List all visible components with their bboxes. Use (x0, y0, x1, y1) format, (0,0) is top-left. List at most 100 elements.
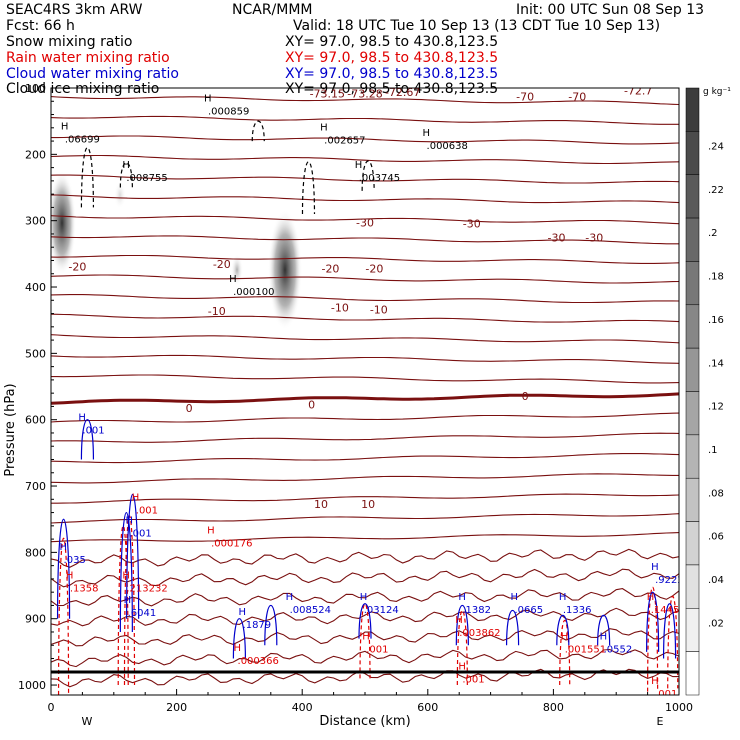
temperature-label: -30 (356, 217, 374, 230)
y-tick-label: 1000 (18, 679, 46, 692)
rain-contour (667, 595, 679, 689)
colorbar-label: .18 (708, 272, 724, 283)
temperature-label: -72.7 (624, 85, 652, 98)
rain-contour (57, 538, 70, 695)
temperature-contour (51, 628, 679, 647)
maximum-label: .000638 (427, 141, 468, 152)
colorbar-label: .02 (708, 618, 724, 629)
x-tick-label: 200 (166, 701, 187, 714)
maximum-marker: H (360, 592, 368, 603)
temperature-label: -10 (331, 302, 349, 315)
maximum-label: .000176 (211, 538, 252, 549)
temperature-label: -30 (463, 217, 481, 230)
temperature-contour (51, 568, 679, 588)
field-snow-xy: XY= 97.0, 98.5 to 430.8,123.5 (285, 34, 498, 50)
freezing-level-contour (51, 392, 679, 405)
maximum-marker: H (234, 643, 242, 654)
cloud-water-contour (126, 494, 140, 619)
colorbar-label: .08 (708, 488, 724, 499)
endpoint-east: E (657, 715, 664, 728)
temperature-contour (51, 274, 679, 284)
y-tick-label: 900 (25, 613, 46, 626)
maximum-marker: H (458, 661, 466, 672)
mixing-ratio-contours (56, 120, 679, 695)
temperature-label: 0 (522, 390, 529, 403)
temperature-label: -20 (213, 258, 231, 271)
temperature-label: -73.15 (310, 87, 345, 100)
cloud-water-contour (264, 605, 278, 646)
temperature-contour (51, 532, 679, 543)
colorbar-label: .16 (708, 315, 724, 326)
temperature-contour (51, 548, 679, 568)
maximum-marker: H (651, 676, 659, 687)
maximum-label: .003745 (359, 173, 400, 184)
colorbar-swatch (685, 131, 700, 175)
temperature-label: -20 (321, 262, 339, 275)
cloud-water-contour (646, 591, 660, 652)
x-tick-label: 600 (417, 701, 438, 714)
maximum-marker: H (286, 592, 294, 603)
maxima-labels: H .000859 H .06699 H .002657 H .000638 H .008755 H… (60, 94, 679, 695)
cloud-water-contour (358, 603, 372, 639)
temperature-contour (51, 313, 679, 323)
rain-contour (559, 619, 571, 686)
maximum-marker: H (229, 274, 237, 285)
temperature-labels: -73.15 -73.28 -72.67 -70 -70 -72.7 -30 -30 -30 -3… (68, 85, 652, 511)
model-title: SEAC4RS 3km ARW (6, 2, 143, 18)
colorbar-label: .12 (708, 402, 724, 413)
temperature-contour (51, 334, 679, 344)
maximum-marker: H (207, 525, 215, 536)
field-cloudice-xy: XY= 97.0, 98.5 to 430.8,123.5 (285, 81, 498, 97)
temperature-contour (51, 235, 679, 245)
maximum-marker: H (510, 592, 518, 603)
temperature-label: 0 (308, 398, 315, 411)
temperature-contour (51, 648, 679, 668)
temperature-contour (51, 96, 679, 106)
rain-contour (359, 603, 371, 679)
maximum-marker: H (239, 607, 247, 618)
colorbar-swatch (685, 347, 700, 392)
y-tick-label: 500 (25, 347, 46, 360)
maximum-marker: H (458, 592, 466, 603)
init-time: Init: 00 UTC Sun 08 Sep 13 (516, 2, 704, 18)
maximum-marker: H (355, 160, 363, 171)
valid-time: Valid: 18 UTC Tue 10 Sep 13 (13 CDT Tue … (293, 18, 660, 34)
field-cloudwater-name: Cloud water mixing ratio (6, 66, 179, 82)
maximum-label: .003862 (459, 628, 500, 639)
maximum-marker: H (651, 562, 659, 573)
endpoint-west: W (82, 715, 93, 728)
colorbar-swatch (685, 434, 700, 479)
cloud-water-contour (662, 603, 677, 659)
cloud-ice-contour (361, 160, 375, 191)
cloud-ice-contour (301, 161, 316, 215)
temperature-contour (51, 374, 679, 384)
colorbar-swatch (685, 304, 700, 349)
colorbar-label: .22 (708, 185, 724, 196)
temperature-contour (51, 354, 679, 364)
field-snow-name: Snow mixing ratio (6, 34, 132, 50)
temperature-label: -30 (585, 231, 603, 244)
cloud-water-contour (556, 614, 570, 646)
y-tick-label: 300 (25, 215, 46, 228)
maximum-marker: H (60, 542, 68, 553)
colorbar-label: .04 (708, 575, 724, 586)
y-tick-label: 800 (25, 546, 46, 559)
x-tick-label: 0 (48, 701, 55, 714)
maximum-marker: H (423, 128, 431, 139)
maximum-label: .1358 (70, 584, 99, 595)
maximum-label: .035 (64, 555, 86, 566)
maximum-label: .001 (136, 505, 158, 516)
field-rain-name: Rain water mixing ratio (6, 50, 170, 66)
cloud-ice-contour (119, 162, 133, 188)
maximum-marker: H (61, 121, 69, 132)
x-tick-label: 800 (543, 701, 564, 714)
colorbar-swatch (685, 564, 700, 609)
colorbar-swatch (685, 391, 700, 436)
maximum-label: .008524 (290, 605, 331, 616)
maximum-marker: H (455, 615, 463, 626)
maximum-label: .001 (366, 645, 388, 656)
rain-contour (647, 586, 659, 692)
forecast-hour: Fcst: 66 h (6, 18, 75, 34)
rain-contour (456, 610, 468, 686)
